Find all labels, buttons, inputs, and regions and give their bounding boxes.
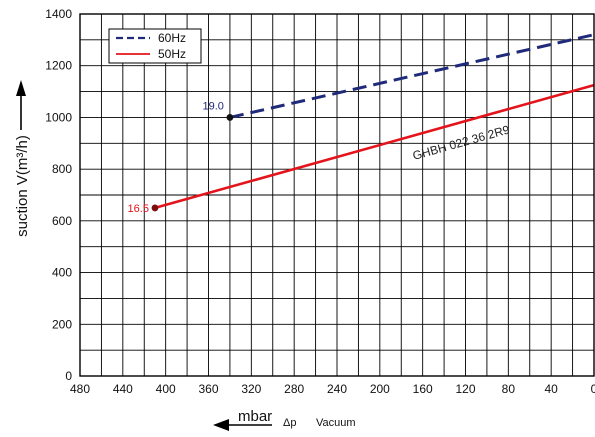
series-start-point-50hz [151,204,159,212]
y-tick-label: 1000 [45,110,72,124]
x-tick-label: 0 [591,382,595,396]
legend-box [108,28,202,64]
series-start-point-60hz [226,114,234,121]
x-tick-label: 40 [544,382,558,396]
series-line-60hz [229,33,595,119]
legend: 60Hz 50Hz [108,28,202,64]
x-tick-label: 200 [370,382,390,396]
tick-labels: 480 440 400 360 320 280 240 200 160 120 80 40 002004… [45,7,595,396]
series-start-label-60hz: 19.0 [202,100,223,112]
model-label: GHBH 022 36 2R9 [411,122,511,163]
x-tick-label: 120 [455,382,475,396]
x-tick-label: 440 [113,382,133,396]
x-tick-label: 280 [284,382,304,396]
y-tick-label: 600 [52,214,72,228]
x-tick-label: 320 [241,382,261,396]
legend-label-50hz: 50Hz [158,47,186,61]
x-axis-title: mbar Δp Vacuum [213,408,356,431]
x-axis-vacuum: Vacuum [316,417,356,429]
x-tick-label: 400 [156,382,176,396]
x-tick-label: 160 [413,382,433,396]
x-tick-label: 80 [502,382,516,396]
series-layer: 19.0 16.5 [128,33,595,215]
series-line-50hz [154,83,595,210]
y-tick-label: 200 [52,317,72,331]
x-axis-label: mbar [238,408,272,425]
y-axis-title: suction V(m³/h) [14,80,31,237]
y-tick-label: 1400 [45,7,72,21]
x-tick-label: 360 [198,382,218,396]
y-tick-label: 1200 [45,59,72,73]
legend-label-60hz: 60Hz [158,31,186,45]
grid [79,13,595,377]
series-start-label-50hz: 16.5 [128,203,149,215]
plot-frame [79,13,595,377]
y-axis-arrow-head [16,80,26,96]
y-tick-label: 800 [52,162,72,176]
y-axis-label: suction V(m³/h) [14,135,31,237]
x-axis-delta-p: Δp [283,417,296,429]
x-axis-arrow-head [213,419,229,431]
x-tick-label: 480 [70,382,90,396]
y-tick-label: 400 [52,266,72,280]
y-tick-label: 0 [65,369,72,383]
x-tick-label: 240 [327,382,347,396]
